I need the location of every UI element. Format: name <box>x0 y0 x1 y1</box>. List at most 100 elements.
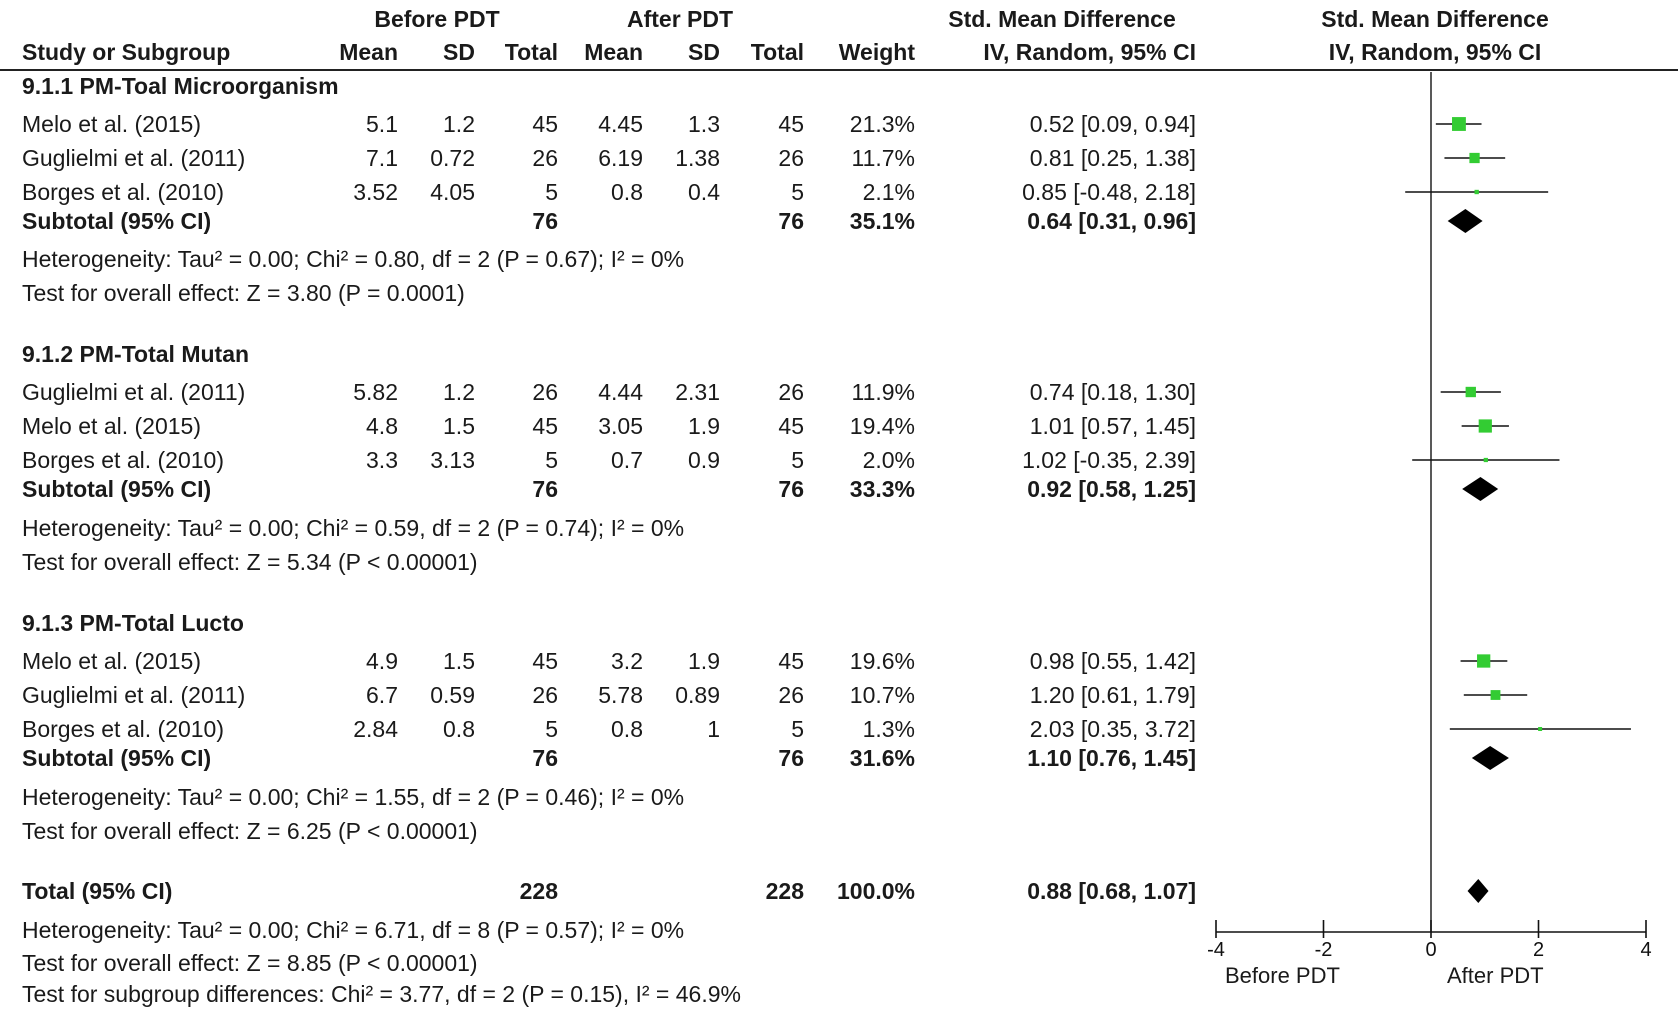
sd1-cell: 1.5 <box>443 648 475 674</box>
sd1-cell: 0.59 <box>430 682 475 708</box>
sd2-cell: 1.3 <box>688 111 720 137</box>
sd1-cell: 1.2 <box>443 379 475 405</box>
x-tick-label: 4 <box>1640 939 1651 961</box>
heterogeneity-text: Heterogeneity: Tau² = 0.00; Chi² = 1.55,… <box>22 784 685 810</box>
effect-point <box>1452 117 1466 131</box>
x-tick-label: -2 <box>1315 939 1333 961</box>
group2-header: After PDT <box>626 6 734 32</box>
heterogeneity-text: Heterogeneity: Tau² = 0.00; Chi² = 6.71,… <box>22 917 685 943</box>
ci-cell: 0.85 [-0.48, 2.18] <box>1022 179 1196 205</box>
mean2-cell: 4.44 <box>598 379 643 405</box>
total-n2: 228 <box>765 878 804 904</box>
total-label: Total (95% CI) <box>22 878 173 904</box>
ci-cell: 1.20 [0.61, 1.79] <box>1029 682 1196 708</box>
subtotal-n1: 76 <box>532 476 558 502</box>
total-n1: 228 <box>519 878 558 904</box>
sd2-cell: 1.9 <box>688 648 720 674</box>
effect-point <box>1469 152 1480 164</box>
mean2-cell: 4.45 <box>598 111 643 137</box>
total1-cell: 26 <box>532 682 558 708</box>
study-name: Borges et al. (2010) <box>22 716 225 742</box>
mean1-cell: 4.8 <box>366 413 398 439</box>
total1-cell: 5 <box>545 716 558 742</box>
subtotal-n1: 76 <box>532 745 558 771</box>
subtotal-label: Subtotal (95% CI) <box>22 745 212 771</box>
ci-cell: 0.74 [0.18, 1.30] <box>1029 379 1196 405</box>
pooled-diamond <box>1447 209 1483 233</box>
overall-effect-text: Test for overall effect: Z = 8.85 (P < 0… <box>22 950 478 976</box>
weight-cell: 2.0% <box>862 447 915 473</box>
mean1-cell: 3.52 <box>353 179 398 205</box>
study-name: Melo et al. (2015) <box>22 111 201 137</box>
subtotal-weight: 35.1% <box>849 208 915 234</box>
x-tick-label: 2 <box>1533 939 1544 961</box>
total2-cell: 26 <box>778 379 804 405</box>
mean2-cell: 6.19 <box>598 145 643 171</box>
plot-col-header: Std. Mean Difference <box>1321 6 1549 32</box>
sd1-cell: 0.8 <box>443 716 475 742</box>
study-name: Melo et al. (2015) <box>22 648 201 674</box>
ci-cell: 0.81 [0.25, 1.38] <box>1029 145 1196 171</box>
effect-col-header: Std. Mean Difference <box>948 6 1176 32</box>
plot-col-subheader: IV, Random, 95% CI <box>1328 39 1542 65</box>
x-label-left: Before PDT <box>1225 963 1340 988</box>
subtotal-weight: 31.6% <box>849 745 915 771</box>
sd1-cell: 0.72 <box>430 145 475 171</box>
sd1-col-header: SD <box>443 39 475 65</box>
total2-cell: 45 <box>778 111 804 137</box>
heterogeneity-text: Heterogeneity: Tau² = 0.00; Chi² = 0.80,… <box>22 246 685 272</box>
sd2-cell: 0.89 <box>675 682 720 708</box>
sd2-cell: 2.31 <box>675 379 720 405</box>
effect-point <box>1474 189 1479 195</box>
weight-cell: 19.4% <box>849 413 915 439</box>
sd1-cell: 3.13 <box>430 447 475 473</box>
effect-point <box>1477 654 1491 668</box>
x-label-right: After PDT <box>1447 963 1544 988</box>
sd2-cell: 0.4 <box>688 179 720 205</box>
subtotal-weight: 33.3% <box>849 476 915 502</box>
subtotal-label: Subtotal (95% CI) <box>22 208 212 234</box>
group1-header: Before PDT <box>374 6 500 32</box>
mean2-cell: 5.78 <box>598 682 643 708</box>
total2-cell: 5 <box>791 447 804 473</box>
mean2-cell: 3.2 <box>611 648 643 674</box>
ci-cell: 1.01 [0.57, 1.45] <box>1029 413 1196 439</box>
subtotal-ci: 0.92 [0.58, 1.25] <box>1027 476 1196 502</box>
subgroup-title: 9.1.1 PM-Toal Microorganism <box>22 73 339 99</box>
x-tick-label: -4 <box>1207 939 1225 961</box>
effect-point <box>1478 419 1492 433</box>
mean2-cell: 3.05 <box>598 413 643 439</box>
total-weight: 100.0% <box>836 878 915 904</box>
total2-cell: 5 <box>791 716 804 742</box>
mean2-cell: 0.8 <box>611 716 643 742</box>
x-tick-label: 0 <box>1425 939 1436 961</box>
total2-cell: 45 <box>778 413 804 439</box>
pooled-diamond <box>1462 477 1499 501</box>
study-col-header: Study or Subgroup <box>22 39 231 65</box>
subtotal-n2: 76 <box>778 745 804 771</box>
ci-cell: 0.52 [0.09, 0.94] <box>1029 111 1196 137</box>
study-name: Guglielmi et al. (2011) <box>22 682 246 708</box>
mean1-cell: 4.9 <box>366 648 398 674</box>
total1-col-header: Total <box>504 39 558 65</box>
mean1-cell: 3.3 <box>366 447 398 473</box>
heterogeneity-text: Heterogeneity: Tau² = 0.00; Chi² = 0.59,… <box>22 515 685 541</box>
effect-col-subheader: IV, Random, 95% CI <box>983 39 1196 65</box>
total1-cell: 5 <box>545 447 558 473</box>
total1-cell: 45 <box>532 413 558 439</box>
header-divider <box>0 69 1678 71</box>
total1-cell: 5 <box>545 179 558 205</box>
mean1-cell: 5.82 <box>353 379 398 405</box>
pooled-diamond <box>1467 879 1489 903</box>
total2-cell: 5 <box>791 179 804 205</box>
sd2-cell: 1.9 <box>688 413 720 439</box>
sd1-cell: 1.5 <box>443 413 475 439</box>
total-ci: 0.88 [0.68, 1.07] <box>1027 878 1196 904</box>
effect-point <box>1465 386 1476 398</box>
weight-cell: 21.3% <box>849 111 915 137</box>
total2-col-header: Total <box>750 39 804 65</box>
total1-cell: 26 <box>532 379 558 405</box>
sd2-cell: 0.9 <box>688 447 720 473</box>
subtotal-ci: 0.64 [0.31, 0.96] <box>1027 208 1196 234</box>
